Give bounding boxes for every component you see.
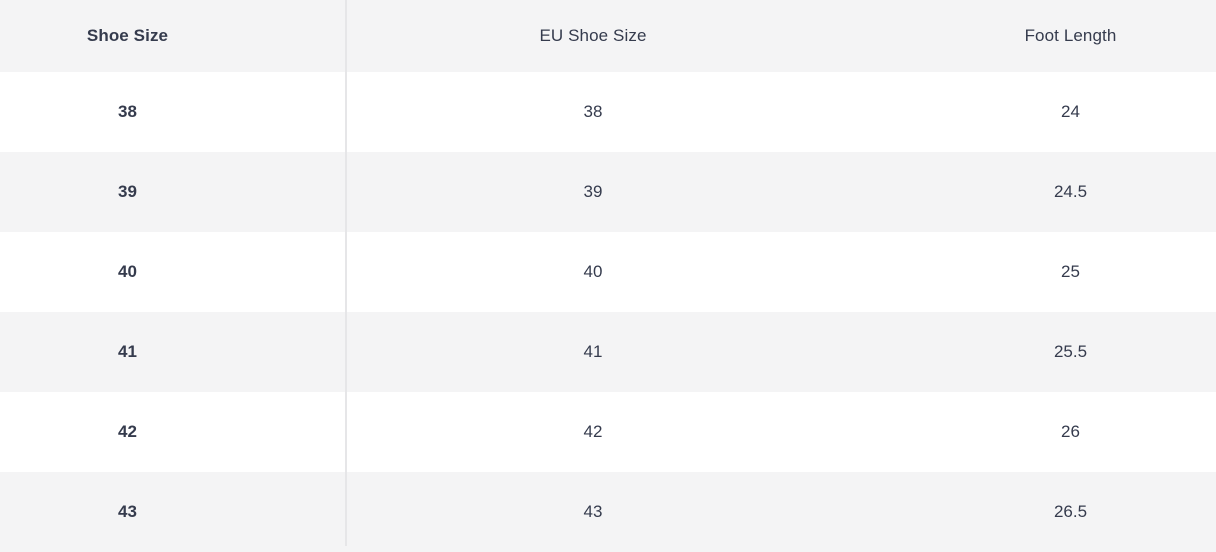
cell-shoe-size: 40 <box>0 232 345 312</box>
cell-foot-length-value: 24.5 <box>1053 182 1088 201</box>
cell-eu-shoe-size: 43 <box>345 472 841 552</box>
cell-eu-shoe-size-value: 41 <box>583 342 603 361</box>
cell-foot-length-value: 26 <box>1061 422 1080 441</box>
cell-eu-shoe-size-value: 39 <box>583 182 603 201</box>
cell-shoe-size: 43 <box>0 472 345 552</box>
cell-shoe-size-value: 39 <box>118 182 137 201</box>
column-header-eu-shoe-size-label: EU Shoe Size <box>539 26 647 45</box>
column-header-shoe-size: Shoe Size <box>0 0 345 72</box>
cell-eu-shoe-size-value: 38 <box>583 102 603 121</box>
table-row: 40 40 25 <box>0 232 1216 312</box>
cell-foot-length-value: 24 <box>1061 102 1080 121</box>
cell-eu-shoe-size: 38 <box>345 72 841 152</box>
cell-foot-length-value: 26.5 <box>1053 502 1088 521</box>
cell-eu-shoe-size: 39 <box>345 152 841 232</box>
table-row: 39 39 24.5 <box>0 152 1216 232</box>
column-header-foot-length: Foot Length <box>841 0 1216 72</box>
cell-shoe-size-value: 38 <box>118 102 137 121</box>
table-row: 41 41 25.5 <box>0 312 1216 392</box>
cell-foot-length: 24 <box>841 72 1216 152</box>
cell-shoe-size: 38 <box>0 72 345 152</box>
cell-foot-length-value: 25 <box>1061 262 1080 281</box>
table-header-row: Shoe Size EU Shoe Size Foot Length <box>0 0 1216 72</box>
table-header: Shoe Size EU Shoe Size Foot Length <box>0 0 1216 72</box>
table-body: 38 38 24 39 39 24.5 40 40 25 41 41 25.5 … <box>0 72 1216 552</box>
table-row: 42 42 26 <box>0 392 1216 472</box>
table-row: 43 43 26.5 <box>0 472 1216 552</box>
cell-eu-shoe-size-value: 43 <box>583 502 603 521</box>
cell-eu-shoe-size: 40 <box>345 232 841 312</box>
cell-shoe-size-value: 40 <box>118 262 137 281</box>
cell-foot-length: 25.5 <box>841 312 1216 392</box>
cell-shoe-size-value: 41 <box>118 342 137 361</box>
cell-foot-length-value: 25.5 <box>1053 342 1088 361</box>
cell-shoe-size: 39 <box>0 152 345 232</box>
column-header-shoe-size-label: Shoe Size <box>86 26 169 45</box>
cell-eu-shoe-size: 42 <box>345 392 841 472</box>
cell-foot-length: 25 <box>841 232 1216 312</box>
cell-shoe-size-value: 42 <box>118 422 137 441</box>
column-header-foot-length-label: Foot Length <box>1024 26 1117 45</box>
column-header-eu-shoe-size: EU Shoe Size <box>345 0 841 72</box>
cell-eu-shoe-size-value: 40 <box>583 262 603 281</box>
cell-eu-shoe-size: 41 <box>345 312 841 392</box>
cell-shoe-size: 41 <box>0 312 345 392</box>
cell-foot-length: 24.5 <box>841 152 1216 232</box>
cell-shoe-size: 42 <box>0 392 345 472</box>
cell-eu-shoe-size-value: 42 <box>583 422 603 441</box>
cell-foot-length: 26.5 <box>841 472 1216 552</box>
cell-foot-length: 26 <box>841 392 1216 472</box>
cell-shoe-size-value: 43 <box>118 502 137 521</box>
table-row: 38 38 24 <box>0 72 1216 152</box>
